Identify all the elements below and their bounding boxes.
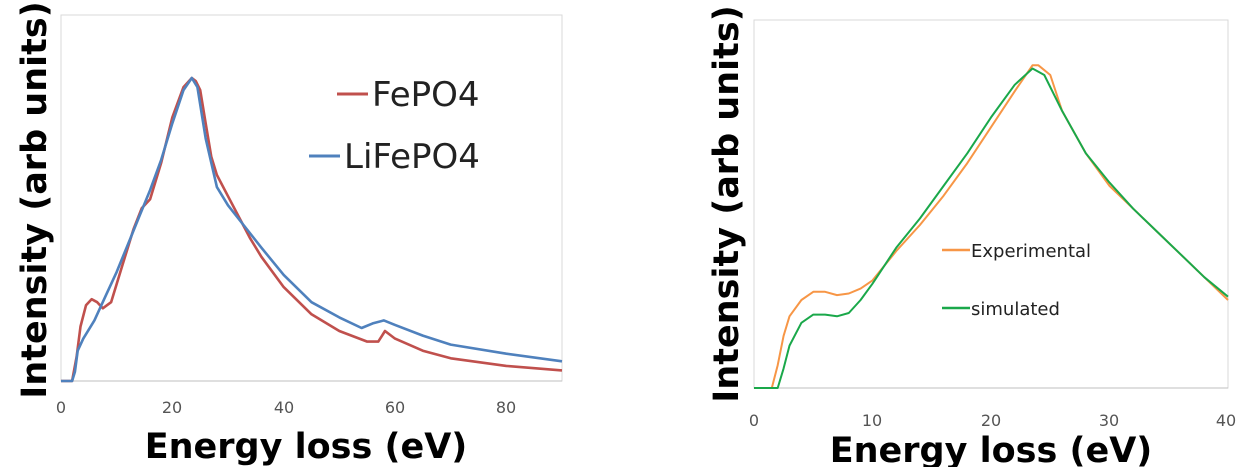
plot-area-left bbox=[60, 14, 563, 382]
chart-right: 0 10 20 30 40 Energy loss (eV) Intensity… bbox=[707, 5, 1236, 467]
series-line-experimental bbox=[754, 64, 1229, 389]
chart-left: 0 20 40 60 80 Energy loss (eV) Intensity… bbox=[15, 1, 563, 467]
legend-label-experimental: Experimental bbox=[971, 241, 1091, 262]
x-tick-label-left-3: 60 bbox=[385, 398, 405, 417]
legend-label-fepo4: FePO4 bbox=[372, 75, 480, 115]
x-tick-label-left-4: 80 bbox=[496, 398, 516, 417]
series-line-simulated bbox=[754, 67, 1229, 389]
x-axis-title-right: Energy loss (eV) bbox=[830, 431, 1153, 467]
x-tick-label-right-2: 20 bbox=[981, 411, 1001, 430]
x-tick-label-right-1: 10 bbox=[862, 411, 882, 430]
y-axis-title-left: Intensity (arb units) bbox=[15, 1, 55, 398]
legend-left: FePO4 LiFePO4 bbox=[309, 75, 480, 177]
x-tick-label-right-4: 40 bbox=[1216, 411, 1236, 430]
x-tick-label-left-2: 40 bbox=[274, 398, 294, 417]
legend-label-lifepo4: LiFePO4 bbox=[344, 137, 480, 177]
x-tick-label-left-1: 20 bbox=[162, 398, 182, 417]
x-axis-title-left: Energy loss (eV) bbox=[145, 427, 468, 467]
series-line-lifepo4 bbox=[61, 76, 563, 383]
legend-right: Experimental simulated bbox=[942, 241, 1091, 320]
series-line-fepo4 bbox=[61, 76, 563, 383]
legend-label-simulated: simulated bbox=[971, 299, 1060, 320]
y-axis-title-right: Intensity (arb units) bbox=[707, 5, 747, 402]
plot-area-right bbox=[753, 19, 1229, 389]
x-tick-label-right-3: 30 bbox=[1099, 411, 1119, 430]
x-tick-label-left-0: 0 bbox=[56, 398, 66, 417]
x-tick-label-right-0: 0 bbox=[749, 411, 759, 430]
